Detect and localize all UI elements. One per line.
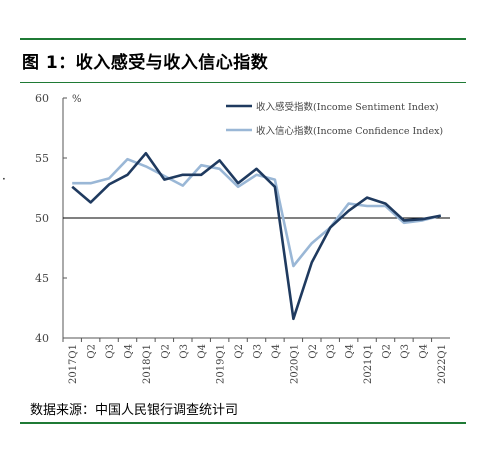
- y-tick-label: 45: [35, 272, 49, 285]
- x-tick-label: Q4: [418, 344, 429, 359]
- x-tick-label: Q3: [253, 344, 264, 359]
- x-tick-label: Q2: [160, 344, 171, 359]
- x-tick-label: 2018Q1: [142, 344, 153, 384]
- title-rule: [20, 82, 466, 83]
- series-line-1: [71, 151, 442, 321]
- y-tick-label: 40: [35, 332, 49, 345]
- legend-label-2: 收入信心指数(Income Confidence Index): [256, 125, 443, 137]
- x-tick-label: 2019Q1: [216, 344, 227, 384]
- x-tick-label: Q4: [124, 344, 135, 359]
- x-tick-label: Q2: [87, 344, 98, 359]
- y-tick-label: 50: [35, 212, 49, 225]
- x-tick-label: 2020Q1: [289, 344, 300, 384]
- figure-title: 图 1：收入感受与收入信心指数: [22, 53, 269, 73]
- x-tick-label: Q4: [345, 344, 356, 359]
- x-tick-label: Q4: [197, 344, 208, 359]
- series-line-2: [72, 157, 442, 268]
- x-tick-label: Q2: [234, 344, 245, 359]
- x-tick-label: Q3: [400, 344, 411, 359]
- y-unit-label: %: [72, 94, 82, 105]
- source-note: 数据来源：中国人民银行调查统计司: [30, 403, 239, 418]
- y-tick-label: 60: [35, 92, 49, 105]
- x-tick-label: 2021Q1: [363, 344, 374, 384]
- x-tick-label: Q3: [326, 344, 337, 359]
- x-tick-label: Q3: [179, 344, 190, 359]
- x-tick-label: 2017Q1: [68, 344, 79, 384]
- side-mark: ·: [2, 172, 6, 186]
- x-tick-label: Q2: [308, 344, 319, 359]
- bottom-rule: [20, 422, 466, 424]
- x-tick-label: Q2: [382, 344, 393, 359]
- x-tick-label: Q4: [271, 344, 282, 359]
- legend-label-1: 收入感受指数(Income Sentiment Index): [256, 101, 439, 113]
- x-tick-label: Q3: [105, 344, 116, 359]
- x-tick-label: 2022Q1: [437, 344, 448, 384]
- y-tick-label: 55: [35, 152, 49, 165]
- top-rule: [20, 38, 466, 40]
